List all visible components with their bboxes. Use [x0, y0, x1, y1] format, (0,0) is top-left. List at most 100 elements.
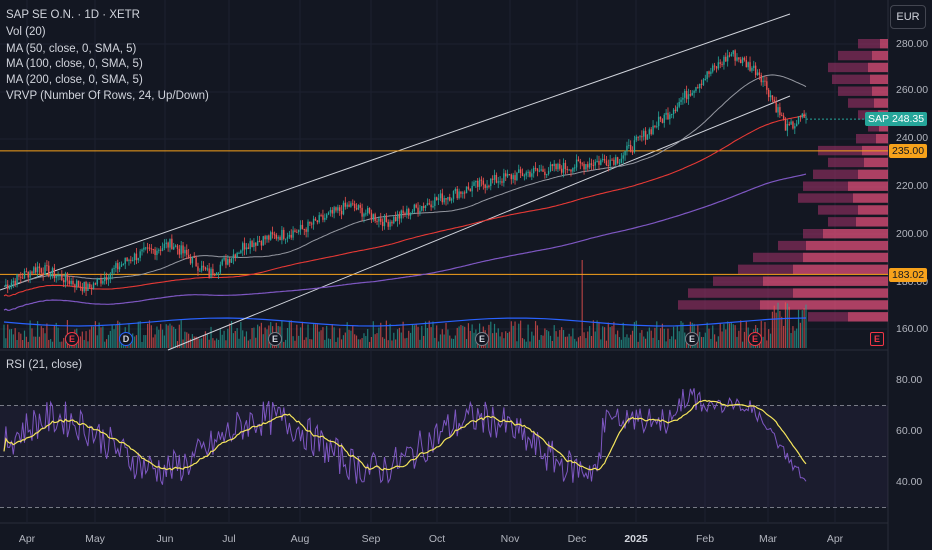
candle-body: [387, 221, 389, 227]
volume-bar: [290, 320, 292, 348]
volume-bar: [715, 341, 718, 348]
candle-body: [35, 267, 37, 273]
candle-body: [171, 238, 173, 250]
candle-body: [230, 258, 233, 263]
earnings-event-icon[interactable]: E: [685, 332, 699, 346]
candle-body: [163, 243, 166, 249]
symbol-title[interactable]: SAP SE O.N. · 1D · XETR: [6, 9, 140, 21]
volume-bar: [25, 336, 27, 348]
candle-body: [281, 229, 283, 240]
volume-bar: [730, 322, 732, 348]
volume-bar: [717, 336, 719, 348]
vrvp-down-bar: [828, 62, 868, 73]
ma100-indicator-label[interactable]: MA (100, close, 0, SMA, 5): [6, 58, 143, 70]
volume-bar: [322, 327, 324, 348]
volume-bar: [437, 341, 440, 348]
candle-body: [180, 245, 182, 255]
candle-body: [465, 186, 468, 194]
candle-body: [292, 230, 294, 238]
vrvp-up-bar: [848, 312, 888, 322]
vrvp-up-bar: [870, 74, 888, 85]
volume-bar: [439, 334, 442, 348]
candle-body: [713, 65, 716, 67]
vrvp-indicator-label[interactable]: VRVP (Number Of Rows, 24, Up/Down): [6, 90, 209, 102]
volume-bar: [316, 324, 318, 348]
candle-body: [592, 165, 595, 167]
volume-bar: [585, 338, 587, 348]
candle-body: [588, 163, 591, 168]
volume-bar: [355, 335, 358, 348]
volume-bar: [208, 339, 210, 348]
candle-body: [629, 145, 632, 152]
earnings-event-icon[interactable]: E: [870, 332, 884, 346]
candle-body: [732, 50, 734, 54]
candle-body: [329, 210, 332, 213]
candle-body: [284, 238, 287, 240]
vrvp-down-bar: [828, 157, 864, 168]
volume-bar: [447, 329, 449, 348]
candle-body: [715, 66, 718, 69]
dividend-event-icon[interactable]: D: [119, 332, 133, 346]
volume-bar: [411, 324, 414, 348]
candle-body: [436, 197, 438, 201]
volume-bar: [389, 323, 391, 348]
candle-body: [797, 116, 800, 124]
candle-body: [212, 268, 214, 276]
currency-selector[interactable]: EUR: [890, 5, 926, 29]
earnings-event-icon[interactable]: E: [268, 332, 282, 346]
earnings-event-icon[interactable]: E: [65, 332, 79, 346]
earnings-event-icon[interactable]: E: [748, 332, 762, 346]
volume-bar: [189, 338, 192, 348]
candle-body: [467, 186, 470, 189]
candle-body: [303, 228, 305, 230]
candle-body: [631, 151, 634, 153]
candle-body: [426, 203, 429, 206]
volume-bar: [81, 331, 83, 348]
candle-body: [721, 63, 723, 65]
candle-body: [596, 160, 598, 162]
vol-indicator-label[interactable]: Vol (20): [6, 26, 46, 38]
vrvp-up-bar: [868, 62, 888, 73]
volume-bar: [452, 338, 455, 348]
volume-bar: [288, 320, 290, 348]
volume-bar: [14, 328, 16, 348]
candle-body: [286, 236, 289, 239]
candle-body: [77, 280, 80, 287]
candle-body: [499, 181, 501, 183]
volume-bar: [505, 331, 507, 348]
candle-body: [105, 277, 108, 281]
candle-body: [374, 214, 376, 222]
volume-bar: [59, 341, 61, 348]
volume-bar: [42, 328, 44, 348]
candle-body: [695, 87, 697, 91]
volume-bar: [663, 328, 665, 348]
candle-body: [234, 254, 236, 258]
ma50-indicator-label[interactable]: MA (50, close, 0, SMA, 5): [6, 43, 137, 55]
rsi-indicator-label[interactable]: RSI (21, close): [6, 359, 83, 371]
candle-body: [741, 57, 744, 64]
candle-body: [87, 284, 89, 291]
volume-bar: [89, 329, 91, 348]
volume-bar: [784, 302, 787, 348]
vrvp-down-bar: [813, 169, 858, 180]
candle-body: [771, 95, 774, 100]
volume-bar: [503, 338, 505, 348]
volume-bar: [12, 334, 14, 348]
candle-body: [176, 245, 179, 249]
volume-bar: [449, 335, 451, 348]
earnings-event-icon[interactable]: E: [475, 332, 489, 346]
volume-bar: [204, 331, 207, 348]
ma200-indicator-label[interactable]: MA (200, close, 0, SMA, 5): [6, 74, 143, 86]
vrvp-down-bar: [838, 86, 872, 96]
candle-body: [158, 249, 160, 251]
time-tick: Nov: [500, 533, 520, 545]
candle-body: [734, 50, 736, 61]
volume-bar: [786, 303, 788, 348]
candle-body: [325, 214, 328, 218]
volume-bar: [656, 321, 658, 348]
candle-body: [609, 159, 611, 166]
candle-body: [277, 237, 279, 239]
volume-bar: [771, 311, 774, 348]
candle-body: [574, 167, 576, 169]
